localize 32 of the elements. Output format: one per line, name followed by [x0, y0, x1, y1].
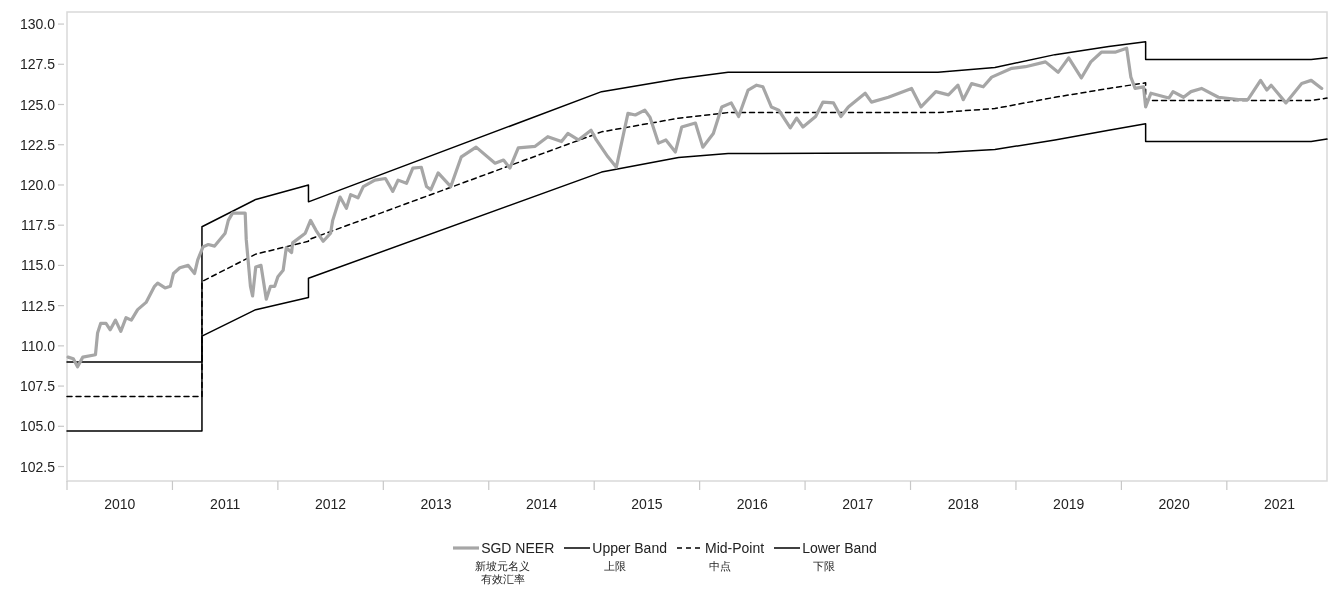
y-tick-label: 110.0: [21, 337, 56, 354]
y-tick-label: 127.5: [19, 56, 56, 73]
x-tick-label: 2021: [1263, 496, 1296, 512]
y-tick-label: 117.5: [21, 217, 56, 234]
x-tick-label: 2013: [420, 496, 452, 512]
x-tick-label: 2011: [210, 496, 241, 512]
y-tick-label: 125.0: [19, 96, 56, 113]
y-tick-label: 130.0: [19, 16, 56, 33]
x-tick-label: 2014: [525, 496, 558, 512]
legend-label: Lower Band: [802, 540, 877, 556]
x-tick-label: 2016: [736, 496, 769, 512]
legend-label: Upper Band: [592, 540, 667, 556]
text: 下限: [813, 560, 836, 573]
legend-label: Mid-Point: [704, 540, 765, 556]
x-tick-label: 2019: [1053, 496, 1085, 512]
text: 上限: [603, 560, 626, 573]
y-tick-label: 102.5: [19, 458, 56, 475]
y-tick-label: 107.5: [19, 378, 56, 395]
text: 中点: [708, 560, 731, 573]
x-tick-label: 2020: [1158, 496, 1190, 512]
x-tick-label: 2017: [842, 496, 874, 512]
x-tick-label: 2010: [104, 496, 136, 512]
text: 新坡元名义有效汇率: [474, 560, 532, 586]
y-tick-label: 122.5: [19, 136, 56, 153]
x-tick-label: 2015: [631, 496, 663, 512]
y-tick-label: 120.0: [19, 176, 56, 193]
x-tick-label: 2018: [947, 496, 980, 512]
y-tick-label: 105.0: [19, 418, 56, 435]
y-tick-label: 115.0: [21, 257, 56, 274]
x-tick-label: 2012: [315, 496, 347, 512]
legend-label: SGD NEER: [481, 540, 555, 556]
y-tick-label: 112.5: [21, 297, 56, 314]
